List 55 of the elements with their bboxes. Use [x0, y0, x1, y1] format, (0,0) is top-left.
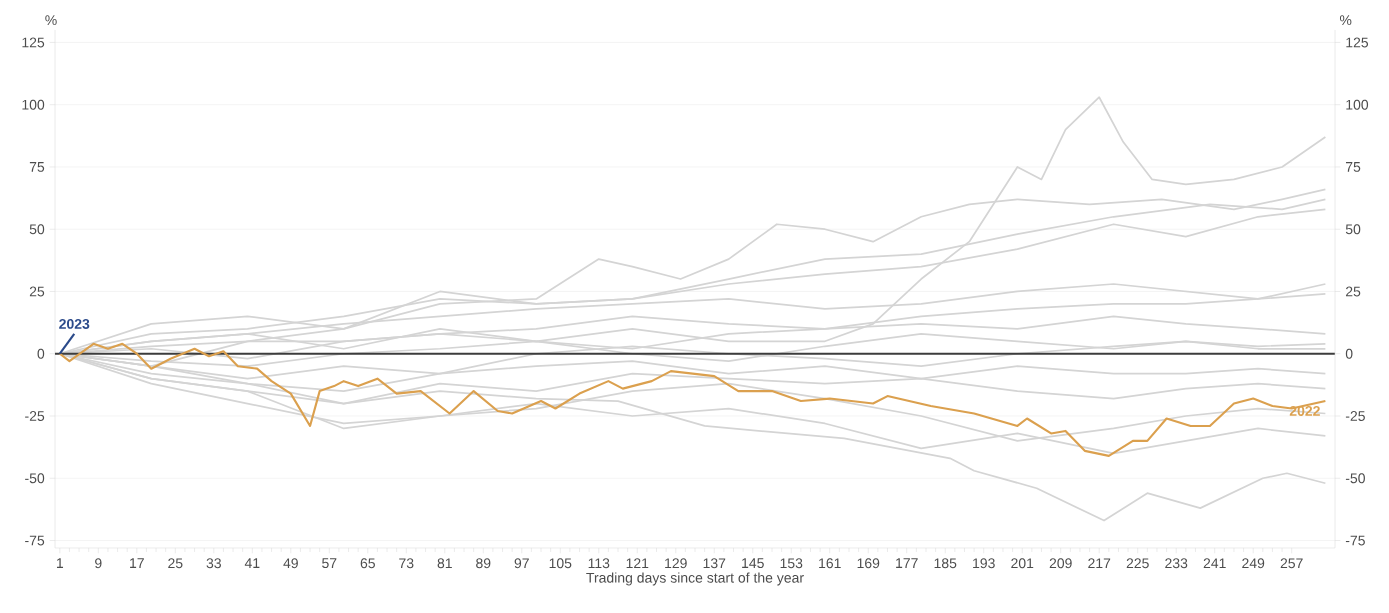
y2-tick-label: -75 — [1345, 535, 1365, 546]
x-tick-label: 25 — [168, 558, 183, 569]
x-tick-label: 129 — [665, 558, 687, 569]
y-tick-label: -25 — [25, 411, 45, 421]
x-tick-label: 177 — [896, 558, 918, 568]
x-tick-label: 81 — [437, 558, 452, 569]
x-tick-label: 49 — [283, 558, 298, 569]
y2-tick-label: 100 — [1346, 99, 1369, 110]
x-tick-label: 41 — [244, 558, 260, 568]
x-tick-label: 65 — [360, 558, 375, 569]
y2-tick-label: 125 — [1346, 37, 1369, 48]
x-tick-label: 1 — [57, 558, 64, 568]
y2-tick-label: -50 — [1345, 473, 1365, 484]
x-tick-label: 153 — [780, 558, 803, 569]
x-tick-label: 33 — [206, 558, 221, 569]
x-tick-label: 105 — [549, 558, 572, 569]
y-tick-label: 75 — [29, 162, 45, 172]
x-tick-label: 89 — [476, 558, 491, 569]
y-tick-label: 100 — [22, 99, 45, 110]
y-tick-label: 125 — [22, 37, 45, 48]
x-tick-label: 201 — [1011, 558, 1034, 569]
series-label: 2023 — [59, 318, 90, 329]
x-tick-label: 169 — [857, 558, 880, 569]
x-tick-label: 209 — [1049, 558, 1072, 569]
y2-tick-label: 0 — [1345, 348, 1353, 359]
x-tick-label: 217 — [1088, 558, 1111, 569]
x-tick-label: 137 — [703, 558, 726, 569]
x-tick-label: 73 — [399, 558, 414, 569]
x-tick-label: 97 — [514, 558, 529, 569]
x-tick-label: 257 — [1280, 558, 1303, 569]
x-tick-label: 161 — [819, 558, 841, 569]
y-tick-label: 0 — [37, 348, 45, 359]
y-tick-label: -75 — [25, 535, 45, 546]
x-tick-label: 57 — [322, 558, 337, 569]
y2-tick-label: -25 — [1345, 411, 1365, 421]
y-axis-title: % — [45, 15, 57, 26]
x-tick-label: 9 — [95, 558, 102, 569]
y2-tick-label: 75 — [1346, 162, 1361, 172]
x-tick-label: 241 — [1203, 558, 1226, 569]
y2-tick-label: 25 — [1346, 286, 1361, 297]
x-tick-label: 145 — [742, 558, 764, 569]
x-tick-label: 121 — [626, 558, 649, 569]
x-tick-label: 233 — [1165, 558, 1188, 569]
x-tick-label: 185 — [934, 558, 957, 569]
x-tick-label: 249 — [1242, 558, 1265, 569]
x-tick-label: 193 — [973, 558, 995, 569]
x-tick-label: 113 — [588, 558, 610, 569]
y2-tick-label: 50 — [1345, 224, 1361, 235]
y-tick-label: 50 — [29, 224, 45, 235]
x-axis-title: Trading days since start of the year — [586, 572, 804, 586]
x-tick-label: 225 — [1126, 558, 1149, 569]
y-tick-label: -50 — [25, 473, 45, 484]
y-tick-label: 25 — [29, 286, 45, 297]
x-tick-label: 17 — [130, 558, 144, 568]
y2-axis-title: % — [1339, 15, 1352, 26]
